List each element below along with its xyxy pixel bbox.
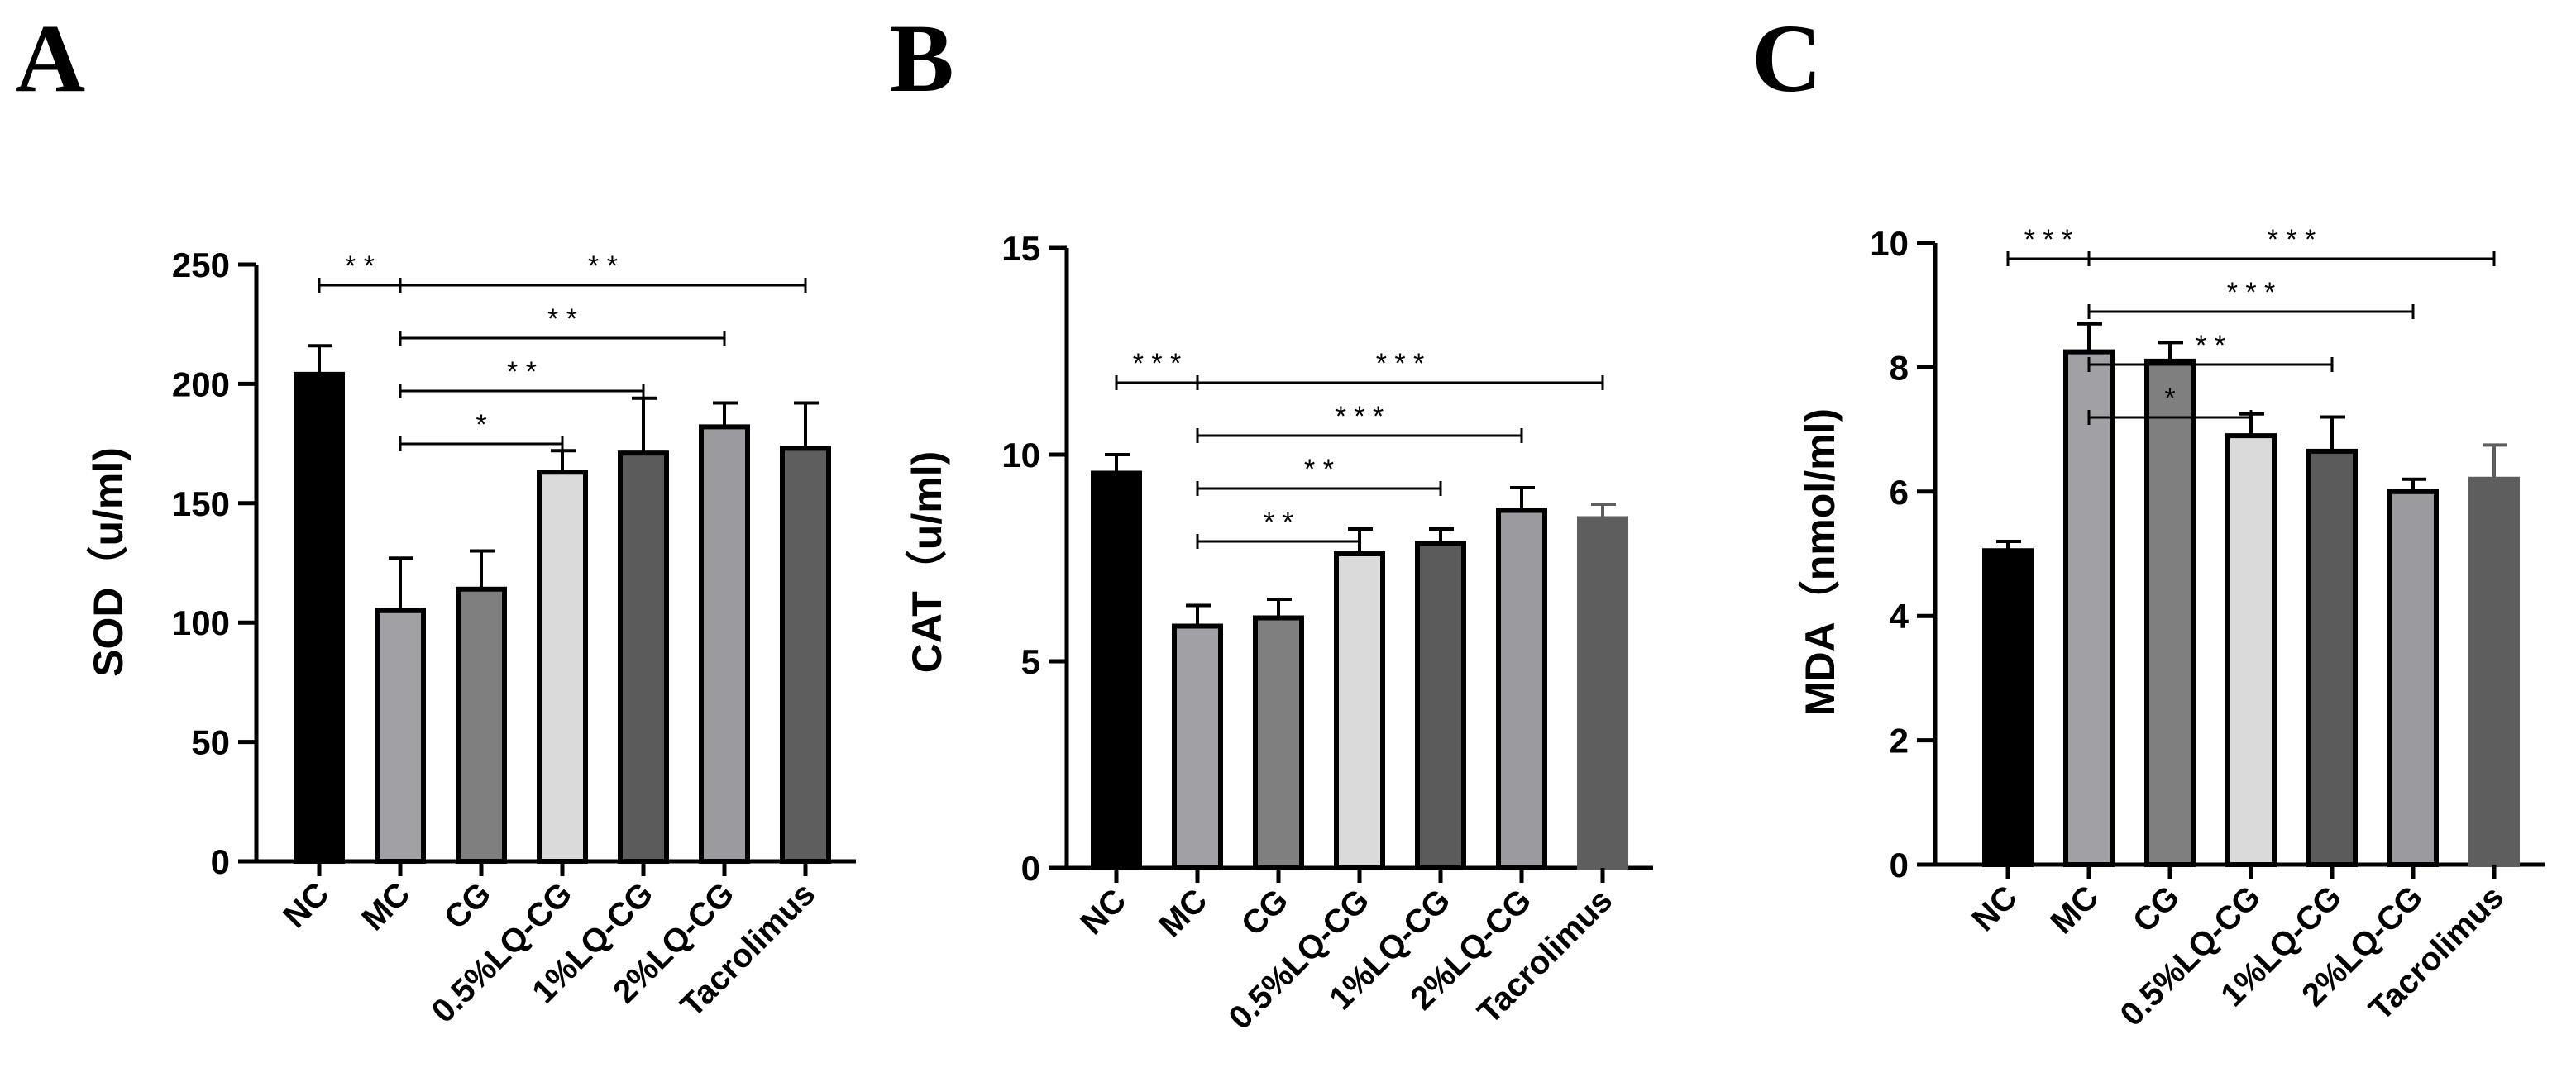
category-label: NC: [1073, 882, 1133, 941]
sig-stars: * *: [507, 356, 537, 388]
y-tick-label: 8: [1890, 348, 1909, 387]
y-tick-label: 150: [172, 484, 230, 523]
y-tick-label: 100: [172, 603, 230, 642]
y-axis-label: SOD（u/ml): [85, 447, 131, 677]
bar-1-lq-cg: [2306, 448, 2358, 867]
bar-tacrolimus: [2468, 476, 2520, 867]
bar-1-lq-cg: [618, 450, 669, 864]
panel-letter: A: [15, 4, 85, 112]
category-label: CG: [1235, 882, 1296, 943]
category-label: MC: [2043, 879, 2105, 941]
y-tick-label: 4: [1890, 597, 1909, 636]
bar-0-5-lq-cg: [537, 470, 588, 864]
bar-cg: [1253, 615, 1304, 870]
bar-2-lq-cg: [2387, 489, 2439, 867]
bar-1-lq-cg: [1415, 541, 1466, 870]
y-axis-label: CAT（u/ml): [904, 451, 950, 673]
bar-mc: [2063, 349, 2115, 868]
category-label: MC: [1152, 882, 1214, 944]
bar-mc: [375, 608, 426, 864]
bar-cg: [456, 586, 507, 864]
sig-stars: * * *: [1336, 401, 1384, 432]
sig-stars: * * *: [2024, 224, 2073, 255]
sig-stars: *: [476, 409, 486, 441]
category-label: CG: [2126, 879, 2187, 940]
y-tick-label: 10: [1870, 224, 1909, 263]
sig-stars: *: [2164, 383, 2175, 414]
sig-stars: * *: [547, 303, 577, 335]
sig-stars: * * *: [1133, 348, 1182, 379]
y-tick-label: 50: [191, 723, 230, 762]
bar-0-5-lq-cg: [1334, 551, 1385, 870]
y-tick-label: 15: [1001, 229, 1040, 268]
y-tick-label: 0: [1890, 846, 1909, 884]
sig-stars: * *: [1304, 454, 1334, 485]
category-label: NC: [1965, 879, 2024, 938]
y-tick-label: 6: [1890, 473, 1909, 512]
bar-nc: [1091, 470, 1142, 870]
bar-tacrolimus: [1577, 516, 1628, 870]
sig-stars: * * *: [1376, 348, 1425, 379]
sig-stars: * *: [2196, 330, 2225, 361]
panel-letter: C: [1752, 4, 1822, 112]
sig-stars: * * *: [2268, 224, 2316, 255]
panel-letter: B: [889, 4, 954, 112]
bar-mc: [1172, 623, 1223, 870]
category-label: 0.5%LQ-CG: [425, 875, 580, 1030]
y-tick-label: 0: [211, 842, 230, 881]
sig-stars: * *: [588, 250, 618, 282]
y-tick-label: 0: [1021, 849, 1040, 888]
y-tick-label: 250: [172, 245, 230, 284]
y-tick-label: 200: [172, 365, 230, 403]
category-label: NC: [276, 875, 336, 935]
sig-stars: * *: [345, 250, 375, 282]
y-tick-label: 10: [1001, 436, 1040, 474]
y-tick-label: 5: [1021, 642, 1040, 681]
bar-nc: [294, 371, 345, 864]
bar-0-5-lq-cg: [2225, 433, 2277, 867]
bar-tacrolimus: [780, 446, 831, 864]
category-label: MC: [355, 875, 417, 937]
sig-stars: * *: [1264, 507, 1293, 538]
y-tick-label: 2: [1890, 722, 1909, 760]
y-axis-label: MDA（nmol/ml): [1797, 408, 1843, 716]
bar-nc: [1982, 548, 2034, 867]
sig-stars: * * *: [2227, 277, 2276, 308]
category-label: 0.5%LQ-CG: [2114, 879, 2268, 1033]
panel-a: A 0 50 100 150 200 250 SOD（u/ml) NC MC CG0.5%LQ-CG…: [15, 4, 856, 1030]
bar-2-lq-cg: [1496, 508, 1547, 870]
bar-2-lq-cg: [699, 424, 750, 864]
category-label: CG: [437, 875, 499, 937]
category-label: 0.5%LQ-CG: [1222, 882, 1377, 1037]
bar-cg: [2144, 358, 2196, 867]
